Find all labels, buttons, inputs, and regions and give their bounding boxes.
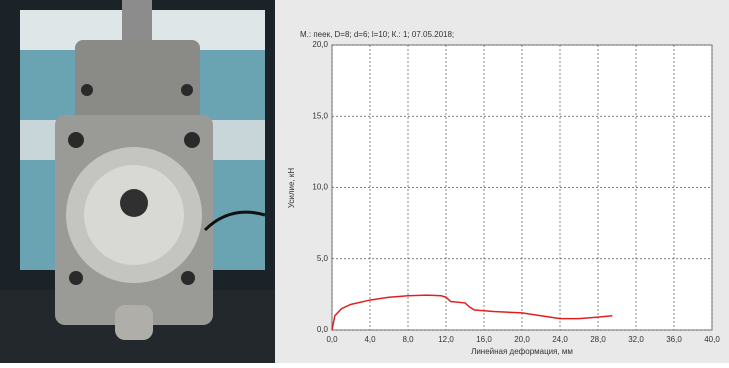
- x-tick-label: 24,0: [552, 335, 568, 344]
- x-tick-label: 12,0: [438, 335, 454, 344]
- y-axis-label: Усилие, кН: [287, 168, 296, 209]
- y-tick-label: 20,0: [312, 40, 328, 49]
- x-tick-label: 16,0: [476, 335, 492, 344]
- y-tick-label: 15,0: [312, 111, 328, 120]
- x-tick-label: 32,0: [628, 335, 644, 344]
- x-tick-label: 4,0: [364, 335, 376, 344]
- x-tick-label: 8,0: [402, 335, 414, 344]
- x-tick-label: 36,0: [666, 335, 682, 344]
- x-tick-label: 40,0: [704, 335, 720, 344]
- x-tick-label: 20,0: [514, 335, 530, 344]
- photo: [0, 0, 275, 363]
- x-axis-label: Линейная деформация, мм: [471, 347, 573, 356]
- y-tick-label: 10,0: [312, 183, 328, 192]
- x-tick-label: 0,0: [326, 335, 338, 344]
- x-tick-label: 28,0: [590, 335, 606, 344]
- chart-title: М.: пеек, D=8; d=6; l=10; К.: 1; 07.05.2…: [300, 30, 454, 39]
- y-tick-label: 0,0: [317, 325, 329, 334]
- data-line: [331, 294, 613, 331]
- y-tick-label: 5,0: [317, 254, 329, 263]
